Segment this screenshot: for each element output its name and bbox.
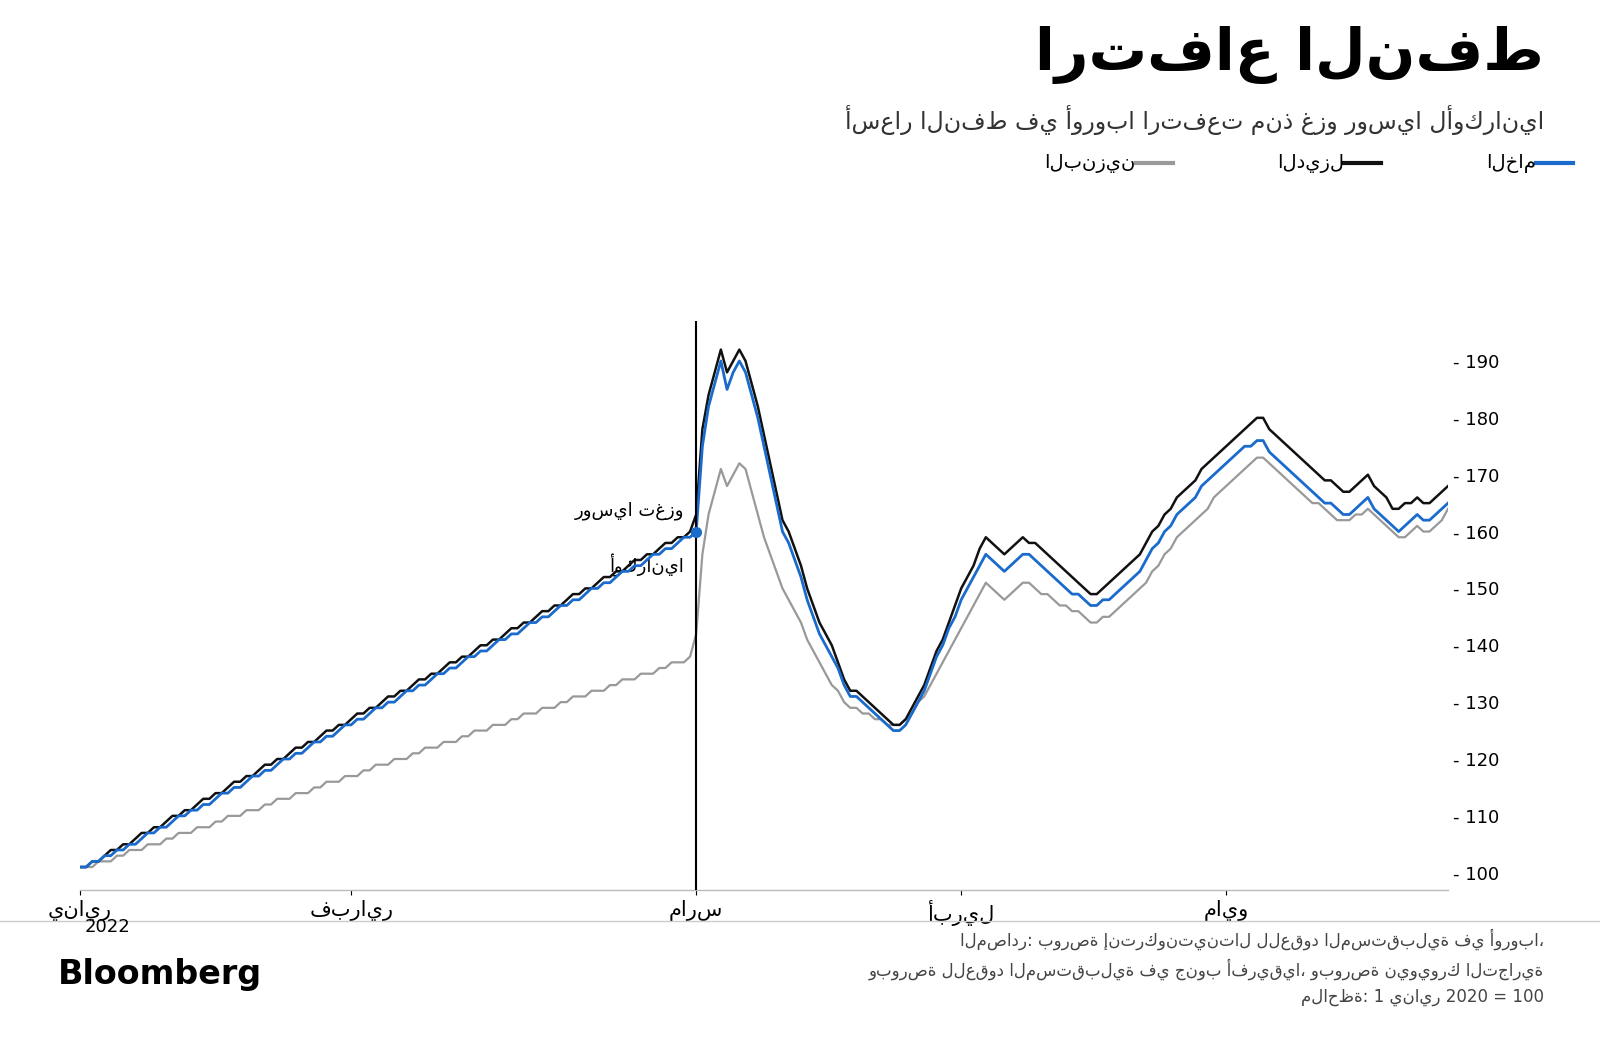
Text: أسعار النفط في أوروبا ارتفعت منذ غزو روسيا لأوكرانيا: أسعار النفط في أوروبا ارتفعت منذ غزو روس… bbox=[845, 105, 1544, 135]
Text: ارتفاع النفط: ارتفاع النفط bbox=[1035, 26, 1544, 84]
Text: المصادر: بورصة إنتركونتينتال للعقود المستقبلية في أوروبا،: المصادر: بورصة إنتركونتينتال للعقود المس… bbox=[960, 929, 1544, 950]
Text: 2022: 2022 bbox=[85, 918, 131, 936]
Text: الخام: الخام bbox=[1486, 154, 1536, 173]
Text: Bloomberg: Bloomberg bbox=[58, 957, 262, 991]
Text: أوكرانيا: أوكرانيا bbox=[610, 554, 683, 577]
Text: وبورصة للعقود المستقبلية في جنوب أفريقيا، وبورصة نيويورك التجارية: وبورصة للعقود المستقبلية في جنوب أفريقيا… bbox=[869, 958, 1544, 979]
Text: البنزين: البنزين bbox=[1045, 154, 1136, 173]
Text: ملاحظة: 1 يناير 2020 = 100: ملاحظة: 1 يناير 2020 = 100 bbox=[1301, 988, 1544, 1006]
Text: روسيا تغزو: روسيا تغزو bbox=[574, 501, 683, 520]
Text: الديزل: الديزل bbox=[1277, 154, 1344, 173]
